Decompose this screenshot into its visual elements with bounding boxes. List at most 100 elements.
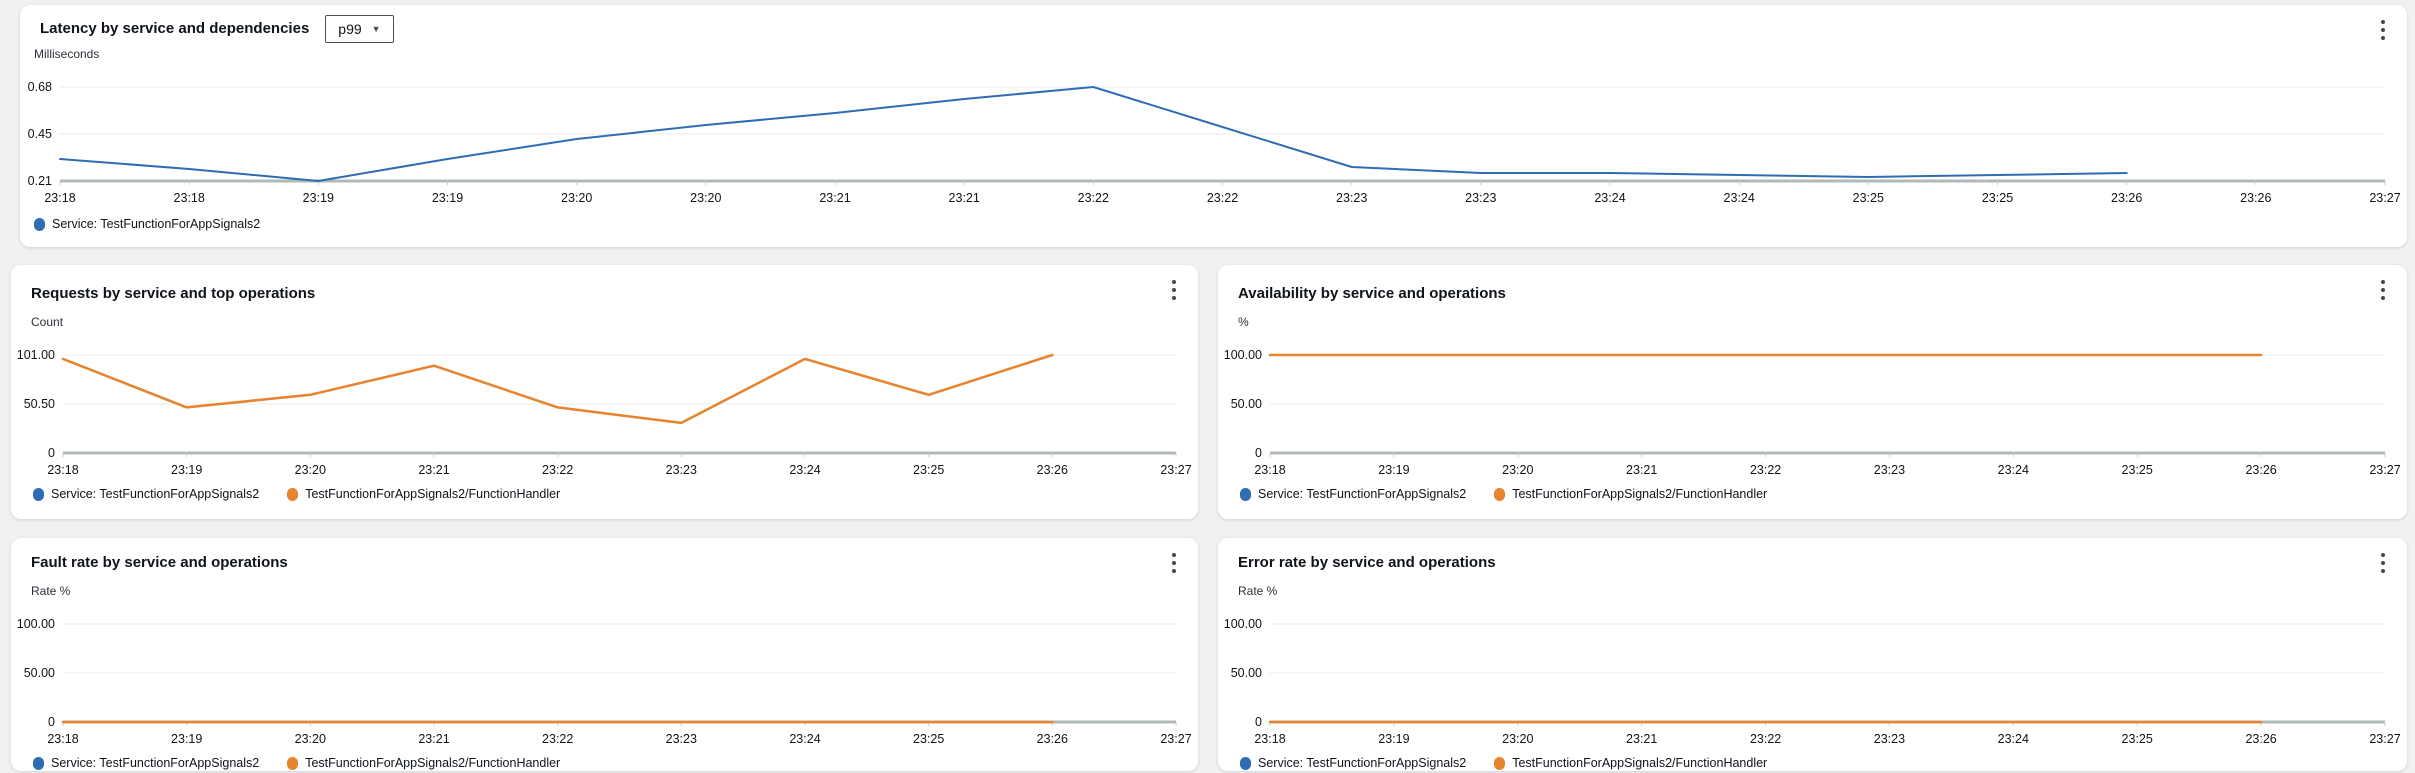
series-color-dot: [33, 756, 44, 770]
svg-text:23:19: 23:19: [171, 463, 202, 477]
svg-text:23:25: 23:25: [1982, 191, 2013, 205]
legend-item[interactable]: Service: TestFunctionForAppSignals2: [1240, 756, 1466, 770]
svg-text:100.00: 100.00: [1224, 348, 1262, 362]
kebab-menu-icon[interactable]: [2373, 277, 2393, 303]
legend-item[interactable]: Service: TestFunctionForAppSignals2: [34, 217, 260, 231]
svg-text:0: 0: [48, 715, 55, 729]
panel-title: Fault rate by service and operations: [31, 554, 288, 571]
legend-label: Service: TestFunctionForAppSignals2: [51, 756, 260, 770]
svg-text:23:24: 23:24: [1724, 191, 1755, 205]
svg-text:23:22: 23:22: [1750, 732, 1781, 746]
percentile-dropdown[interactable]: p99 ▼: [325, 15, 394, 43]
svg-text:0: 0: [1255, 446, 1262, 460]
svg-text:23:20: 23:20: [295, 732, 326, 746]
svg-text:23:24: 23:24: [1594, 191, 1625, 205]
svg-text:23:23: 23:23: [1336, 191, 1367, 205]
y-axis-unit-label: Rate %: [1238, 584, 1278, 598]
panel-header: Requests by service and top operations: [11, 265, 1198, 303]
legend-item[interactable]: Service: TestFunctionForAppSignals2: [1240, 487, 1466, 501]
legend-item[interactable]: TestFunctionForAppSignals2/FunctionHandl…: [287, 756, 560, 770]
panel-header: Error rate by service and operations: [1218, 538, 2407, 572]
y-axis-unit-label: Milliseconds: [34, 47, 100, 61]
svg-text:23:22: 23:22: [1207, 191, 1238, 205]
svg-text:23:26: 23:26: [1037, 732, 1068, 746]
y-axis-unit-label: Count: [31, 315, 64, 329]
legend-item[interactable]: Service: TestFunctionForAppSignals2: [33, 487, 259, 501]
y-axis-unit-label: %: [1238, 315, 1249, 329]
kebab-menu-icon[interactable]: [1164, 550, 1184, 576]
availability-line-chart[interactable]: 100.00 50.00 0 23:18 23:19 23:20 23:21 23:22 23:…: [1218, 329, 2407, 485]
svg-text:23:22: 23:22: [1750, 463, 1781, 477]
svg-text:23:23: 23:23: [666, 463, 697, 477]
svg-text:23:20: 23:20: [295, 463, 326, 477]
chart-legend: Service: TestFunctionForAppSignals2 Test…: [1240, 756, 2407, 770]
panel-header: Fault rate by service and operations: [11, 538, 1198, 572]
kebab-menu-icon[interactable]: [2373, 17, 2393, 43]
latency-panel: Latency by service and dependencies p99 …: [20, 5, 2407, 247]
svg-text:100.00: 100.00: [17, 617, 55, 631]
error-rate-panel: Error rate by service and operations Rat…: [1218, 538, 2407, 771]
svg-text:0: 0: [1255, 715, 1262, 729]
svg-text:23:22: 23:22: [542, 463, 573, 477]
legend-label: Service: TestFunctionForAppSignals2: [52, 217, 261, 231]
percentile-dropdown-value: p99: [338, 21, 362, 37]
y-axis-unit-label: Rate %: [31, 584, 71, 598]
series-color-dot: [1240, 756, 1251, 770]
legend-item[interactable]: TestFunctionForAppSignals2/FunctionHandl…: [1494, 487, 1767, 501]
kebab-menu-icon[interactable]: [1164, 277, 1184, 303]
panel-header: Latency by service and dependencies p99 …: [20, 5, 2407, 43]
chart-legend: Service: TestFunctionForAppSignals2 Test…: [33, 756, 1198, 770]
latency-line-chart[interactable]: 0.68 0.45 0.21 23:18 23:18 23:19 23:19 23:20 23:…: [20, 61, 2407, 215]
svg-text:23:18: 23:18: [47, 463, 78, 477]
legend-label: Service: TestFunctionForAppSignals2: [1258, 756, 1467, 770]
svg-text:23:18: 23:18: [1254, 732, 1285, 746]
kebab-menu-icon[interactable]: [2373, 550, 2393, 576]
svg-text:23:25: 23:25: [1853, 191, 1884, 205]
panel-title: Latency by service and dependencies: [40, 20, 310, 37]
series-color-dot: [1494, 487, 1506, 501]
svg-text:23:21: 23:21: [819, 191, 850, 205]
series-color-dot: [1494, 756, 1506, 770]
svg-text:23:24: 23:24: [789, 463, 820, 477]
requests-panel: Requests by service and top operations C…: [11, 265, 1198, 519]
requests-line-chart[interactable]: 101.00 50.50 0 23:18 23:19 23:20 23:21 23:22 23:…: [11, 329, 1198, 485]
svg-text:23:18: 23:18: [47, 732, 78, 746]
svg-text:23:27: 23:27: [2369, 463, 2400, 477]
chevron-down-icon: ▼: [371, 23, 381, 34]
svg-text:23:26: 23:26: [2245, 463, 2276, 477]
legend-label: TestFunctionForAppSignals2/FunctionHandl…: [1512, 487, 1768, 501]
svg-text:23:27: 23:27: [1160, 732, 1191, 746]
error-rate-line-chart[interactable]: 100.00 50.00 0 23:18 23:19 23:20 23:21 23:22 23:…: [1218, 598, 2407, 754]
svg-text:23:18: 23:18: [174, 191, 205, 205]
series-color-dot: [34, 217, 45, 231]
svg-text:23:18: 23:18: [1254, 463, 1285, 477]
svg-text:0: 0: [48, 446, 55, 460]
panel-title: Requests by service and top operations: [31, 285, 316, 302]
svg-text:23:26: 23:26: [2111, 191, 2142, 205]
series-color-dot: [1240, 487, 1251, 501]
svg-text:50.00: 50.00: [24, 666, 55, 680]
svg-text:23:19: 23:19: [1378, 463, 1409, 477]
svg-text:23:22: 23:22: [542, 732, 573, 746]
svg-text:23:23: 23:23: [1874, 463, 1905, 477]
legend-item[interactable]: Service: TestFunctionForAppSignals2: [33, 756, 259, 770]
svg-text:23:24: 23:24: [1998, 732, 2029, 746]
svg-text:23:27: 23:27: [2369, 191, 2400, 205]
svg-text:23:24: 23:24: [1998, 463, 2029, 477]
svg-text:23:26: 23:26: [2240, 191, 2271, 205]
chart-legend: Service: TestFunctionForAppSignals2 Test…: [1240, 487, 2407, 501]
svg-text:50.00: 50.00: [1231, 397, 1262, 411]
fault-rate-line-chart[interactable]: 100.00 50.00 0 23:18 23:19 23:20 23:21 23:22 23:…: [11, 598, 1198, 754]
svg-text:23:19: 23:19: [1378, 732, 1409, 746]
legend-label: Service: TestFunctionForAppSignals2: [51, 487, 260, 501]
legend-item[interactable]: TestFunctionForAppSignals2/FunctionHandl…: [287, 487, 560, 501]
legend-label: TestFunctionForAppSignals2/FunctionHandl…: [305, 487, 561, 501]
svg-text:100.00: 100.00: [1224, 617, 1262, 631]
legend-item[interactable]: TestFunctionForAppSignals2/FunctionHandl…: [1494, 756, 1767, 770]
series-color-dot: [287, 756, 299, 770]
svg-text:23:21: 23:21: [1626, 463, 1657, 477]
svg-text:23:21: 23:21: [949, 191, 980, 205]
svg-text:23:23: 23:23: [1465, 191, 1496, 205]
svg-text:0.68: 0.68: [28, 80, 52, 94]
chart-legend: Service: TestFunctionForAppSignals2: [34, 217, 2407, 231]
